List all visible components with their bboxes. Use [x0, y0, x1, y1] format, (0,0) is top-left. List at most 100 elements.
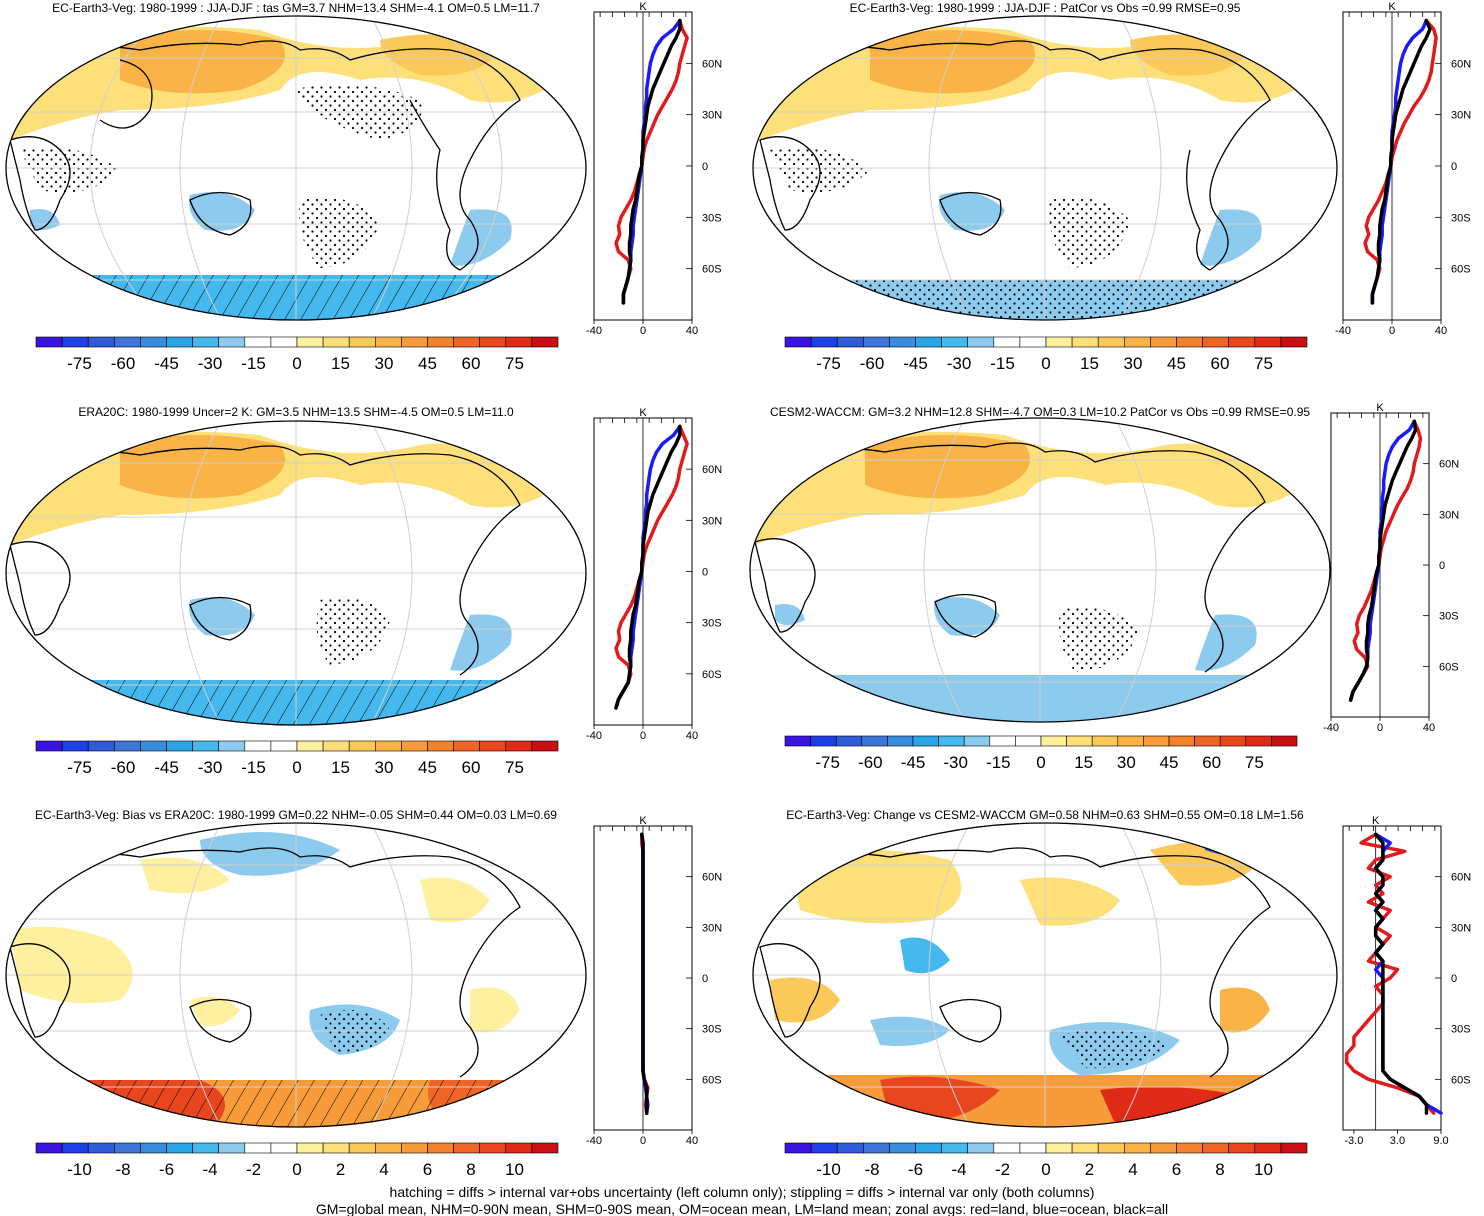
zonal-lat-label: 30S	[702, 618, 722, 630]
colorbar-cell	[1019, 336, 1047, 348]
colorbar-cell	[87, 336, 115, 348]
colorbar-cell	[35, 740, 63, 752]
panel-3: CESM2-WACCM: GM=3.2 NHM=12.8 SHM=-4.7 OM…	[749, 405, 1331, 723]
zonal-lat-label: 60S	[702, 669, 722, 681]
colorbar-cell	[835, 735, 863, 747]
zonal-unit-label: K	[1376, 402, 1384, 414]
colorbar-cell	[114, 336, 141, 348]
zonal-lat-label: 30N	[1439, 509, 1459, 521]
zonal-x-label: 40	[686, 1135, 698, 1147]
colorbar-tick-label: 2	[336, 1160, 345, 1179]
colorbar-cell	[967, 336, 995, 348]
zonal-lat-label: 30N	[702, 110, 722, 122]
zonal-x-label: 3.0	[1390, 1135, 1405, 1147]
colorbar-cell	[1254, 336, 1282, 348]
zonal-lat-label: 60S	[702, 1074, 722, 1086]
zonal-lat-label: 30S	[1451, 1024, 1471, 1036]
colorbar-cell	[784, 735, 811, 747]
colorbar-cell	[1219, 735, 1247, 747]
colorbar-cell	[192, 740, 220, 752]
colorbar-cell	[166, 740, 193, 752]
colorbar-cell	[270, 1142, 298, 1154]
colorbar-tick-label: -45	[901, 753, 926, 772]
colorbar-tick-label: -15	[990, 354, 1015, 373]
colorbar-cell	[427, 1142, 454, 1154]
colorbar-cell	[61, 336, 89, 348]
colorbar-cell	[1228, 336, 1256, 348]
colorbar-4: -10 -8 -6 -4 -2 0 2 4 6 8 10	[35, 1142, 559, 1179]
zonal-lat-label: 60N	[1451, 872, 1471, 884]
colorbar-tick-label: -75	[816, 354, 841, 373]
colorbar-cell	[505, 1142, 533, 1154]
zonal-series-all	[614, 424, 682, 710]
colorbar-tick-label: 4	[379, 1160, 388, 1179]
panel-4-title: EC-Earth3-Veg: Bias vs ERA20C: 1980-1999…	[35, 808, 557, 822]
zonal-lat-label: 60S	[702, 264, 722, 276]
colorbar-tick-label: 0	[292, 758, 301, 777]
colorbar-cell	[374, 740, 402, 752]
colorbar-tick-label: -30	[943, 753, 968, 772]
colorbar-cell	[218, 1142, 246, 1154]
colorbar-cell	[1245, 735, 1272, 747]
colorbar-tick-label: -4	[202, 1160, 217, 1179]
colorbar-cell	[784, 336, 812, 348]
colorbar-tick-label: -45	[154, 354, 179, 373]
colorbar-cell	[941, 336, 968, 348]
zonal-lat-label: 0	[702, 973, 708, 985]
colorbar-cell	[1202, 336, 1229, 348]
zonal-lat-label: 60S	[1451, 264, 1471, 276]
colorbar-cell	[531, 336, 559, 348]
colorbar-tick-label: -8	[115, 1160, 130, 1179]
zonal-x-label: 40	[686, 730, 698, 742]
colorbar-tick-label: 0	[292, 354, 301, 373]
colorbar-cell	[1045, 336, 1073, 348]
colorbar-tick-label: -15	[241, 758, 266, 777]
colorbar-tick-label: 8	[466, 1160, 475, 1179]
colorbar-cell	[322, 336, 350, 348]
colorbar-tick-label: 75	[505, 354, 524, 373]
colorbar-cell	[862, 336, 890, 348]
zonal-lat-label: 30N	[1451, 110, 1471, 122]
colorbar-cell	[1254, 1142, 1282, 1154]
zonal-series-all	[640, 832, 649, 1115]
colorbar-cell	[993, 1142, 1021, 1154]
colorbar-cell	[348, 1142, 376, 1154]
zonal-lat-label: 0	[702, 161, 708, 173]
colorbar-tick-label: 30	[1124, 354, 1143, 373]
zonal-series-all	[1348, 419, 1418, 702]
colorbar-cell	[453, 740, 481, 752]
panel-0-title: EC-Earth3-Veg: 1980-1999 : JJA-DJF : tas…	[52, 1, 540, 15]
zonal-lat-label: 0	[1451, 973, 1457, 985]
colorbar-tick-label: 30	[375, 758, 394, 777]
colorbar-tick-label: -75	[67, 354, 92, 373]
colorbar-cell	[140, 336, 167, 348]
colorbar-cell	[61, 740, 89, 752]
panel-3-title: CESM2-WACCM: GM=3.2 NHM=12.8 SHM=-4.7 OM…	[770, 405, 1310, 419]
colorbar-cell	[810, 336, 838, 348]
colorbar-cell	[87, 1142, 115, 1154]
colorbar-cell	[861, 735, 888, 747]
colorbar-cell	[531, 740, 559, 752]
footer-line-2: GM=global mean, NHM=0-90N mean, SHM=0-90…	[316, 1201, 1168, 1216]
colorbar-tick-label: -75	[815, 753, 840, 772]
colorbar-cell	[505, 740, 533, 752]
zonal-panel-0: K 60N 30N 0 30S 60S -40 0 40	[586, 1, 722, 337]
zonal-series-all	[621, 18, 682, 305]
colorbar-cell	[915, 336, 942, 348]
colorbar-tick-label: 75	[505, 758, 524, 777]
colorbar-tick-label: 6	[1172, 1160, 1181, 1179]
zonal-lat-label: 30S	[1439, 611, 1459, 623]
colorbar-0: -75 -60 -45 -30 -15 0 15 30 45 60 75	[35, 336, 559, 373]
zonal-x-label: 40	[686, 325, 698, 337]
colorbar-cell	[1019, 1142, 1047, 1154]
colorbar-cell	[479, 740, 507, 752]
colorbar-cell	[270, 336, 298, 348]
colorbar-cell	[887, 735, 914, 747]
zonal-unit-label: K	[639, 1, 647, 13]
colorbar-cell	[427, 740, 454, 752]
colorbar-cell	[1168, 735, 1195, 747]
panel-4: EC-Earth3-Veg: Bias vs ERA20C: 1980-1999…	[5, 808, 587, 1128]
colorbar-cell	[989, 735, 1016, 747]
colorbar-cell	[531, 1142, 559, 1154]
